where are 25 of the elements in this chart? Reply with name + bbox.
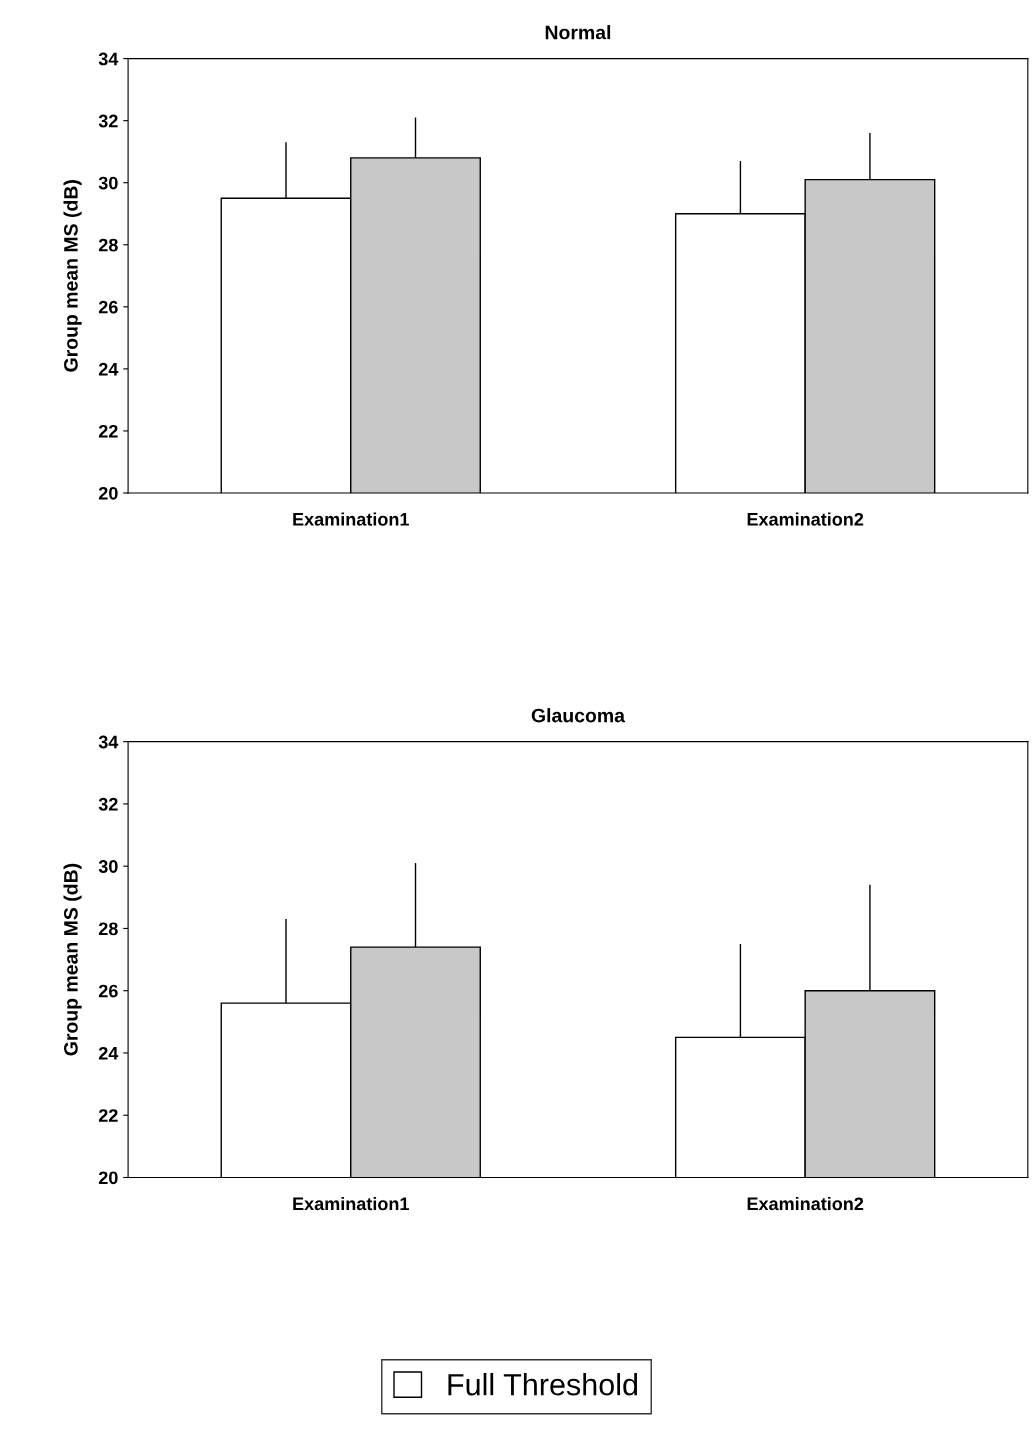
y-tick-label: 32 xyxy=(98,114,118,128)
y-tick-label: 30 xyxy=(98,176,118,190)
chart-title: Glaucoma xyxy=(531,708,626,723)
y-tick-label: 34 xyxy=(98,735,119,749)
legend-label: Full Threshold xyxy=(448,1373,638,1396)
y-tick-label: 24 xyxy=(98,1046,119,1060)
y-axis-title: Group mean MS (dB) xyxy=(63,863,82,1056)
y-tick-label: 26 xyxy=(98,300,118,314)
chart-title: Normal xyxy=(545,25,611,40)
x-tick-label: Examination2 xyxy=(747,1196,864,1211)
y-tick-label: 22 xyxy=(98,424,118,438)
y-tick-label: 32 xyxy=(98,797,118,811)
y-tick-label: 28 xyxy=(98,238,118,252)
y-tick-label: 20 xyxy=(98,1171,118,1185)
y-tick-label: 26 xyxy=(98,984,118,998)
x-tick-label: Examination2 xyxy=(747,512,864,526)
y-tick-label: 22 xyxy=(98,1109,118,1122)
y-tick-label: 24 xyxy=(98,362,119,376)
x-tick-label: Examination1 xyxy=(293,512,409,526)
y-axis-title: Group mean MS (dB) xyxy=(63,180,82,372)
x-tick-label: Examination1 xyxy=(293,1196,409,1211)
y-tick-label: 34 xyxy=(98,52,119,66)
y-tick-label: 30 xyxy=(98,860,118,873)
y-tick-label: 20 xyxy=(98,486,118,500)
y-tick-label: 28 xyxy=(98,922,118,936)
